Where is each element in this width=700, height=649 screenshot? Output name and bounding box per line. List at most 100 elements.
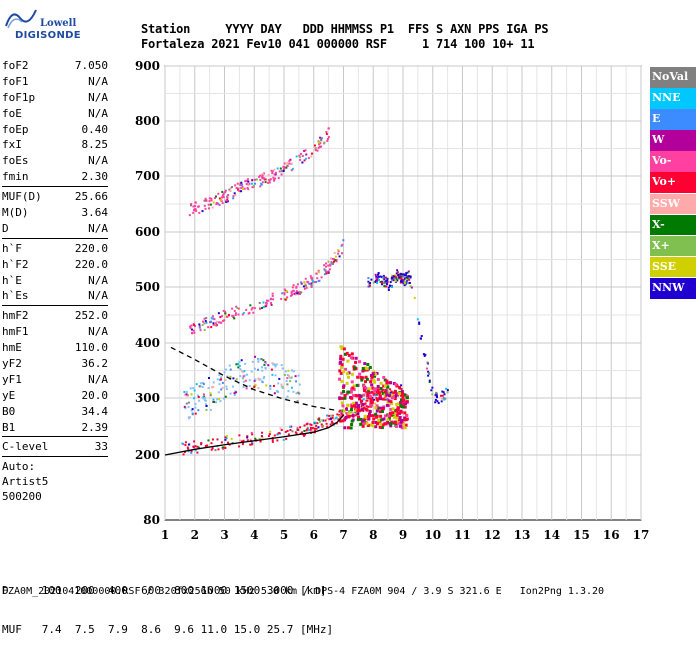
trace-point bbox=[364, 415, 368, 419]
trace-point bbox=[377, 273, 380, 276]
trace-point bbox=[330, 417, 333, 420]
trace-point bbox=[269, 178, 272, 181]
trace-point bbox=[357, 412, 360, 415]
trace-point bbox=[340, 366, 344, 370]
trace-point bbox=[375, 390, 379, 394]
trace-point bbox=[280, 364, 283, 367]
trace-point bbox=[243, 187, 246, 190]
trace-point bbox=[192, 446, 195, 449]
trace-point bbox=[249, 304, 252, 307]
trace-point bbox=[250, 443, 253, 446]
trace-point bbox=[229, 375, 232, 378]
trace-point bbox=[201, 210, 204, 213]
trace-point bbox=[262, 306, 265, 309]
dashed-profile-line bbox=[170, 346, 338, 412]
trace-point bbox=[286, 164, 289, 167]
trace-point bbox=[287, 374, 290, 377]
trace-point bbox=[425, 367, 428, 370]
trace-point bbox=[399, 398, 403, 402]
trace-point bbox=[221, 315, 224, 318]
trace-point bbox=[298, 154, 301, 157]
trace-point bbox=[207, 386, 210, 389]
trace-point bbox=[184, 444, 187, 447]
auto-line1: Auto: bbox=[2, 460, 36, 474]
trace-point bbox=[224, 438, 227, 441]
trace-point bbox=[185, 393, 188, 396]
trace-point bbox=[428, 372, 431, 375]
trace-point bbox=[378, 425, 382, 429]
trace-point bbox=[283, 292, 286, 295]
trace-point bbox=[247, 184, 250, 187]
trace-point bbox=[358, 397, 362, 401]
trace-point bbox=[260, 358, 263, 361]
param-label: B1 bbox=[2, 420, 16, 434]
trace-point bbox=[186, 394, 189, 397]
trace-point bbox=[223, 371, 226, 374]
trace-point bbox=[217, 448, 220, 451]
trace-point bbox=[205, 317, 208, 320]
trace-point bbox=[318, 146, 321, 149]
trace-point bbox=[302, 433, 305, 436]
x-tick-label: 12 bbox=[484, 528, 501, 542]
trace-point bbox=[204, 197, 207, 200]
trace-point bbox=[295, 285, 298, 288]
x-tick-label: 2 bbox=[191, 528, 199, 542]
ionogram-chart: 1 2 3 4 5 6 7 8 9 10 11 12 13 14 15 16 17802003004005006… bbox=[135, 59, 649, 542]
trace-point bbox=[234, 312, 237, 315]
trace-point bbox=[207, 326, 210, 329]
trace-point bbox=[327, 136, 330, 139]
trace-point bbox=[334, 255, 337, 258]
trace-point bbox=[377, 272, 380, 275]
trace-point bbox=[376, 406, 380, 410]
trace-point bbox=[261, 431, 264, 434]
trace-point bbox=[257, 360, 260, 363]
trace-point bbox=[285, 290, 288, 293]
trace-point bbox=[229, 190, 232, 193]
trace-point bbox=[344, 407, 348, 411]
trace-point bbox=[376, 276, 379, 279]
trace-point bbox=[222, 319, 225, 322]
trace-point bbox=[365, 422, 369, 426]
trace-point bbox=[189, 204, 192, 207]
trace-point bbox=[309, 428, 312, 431]
trace-point bbox=[356, 418, 360, 422]
trace-point bbox=[250, 431, 253, 434]
trace-point bbox=[386, 385, 390, 389]
trace-point bbox=[268, 433, 271, 436]
trace-point bbox=[235, 363, 238, 366]
trace-point bbox=[220, 388, 223, 391]
trace-point bbox=[210, 316, 213, 319]
trace-point bbox=[265, 362, 268, 365]
trace-point bbox=[366, 423, 370, 427]
param-value: 2.39 bbox=[81, 420, 109, 434]
trace-point bbox=[291, 167, 294, 170]
trace-point bbox=[354, 414, 357, 417]
trace-point bbox=[261, 369, 264, 372]
x-tick-label: 8 bbox=[369, 528, 377, 542]
y-tick-label: 900 bbox=[135, 59, 160, 73]
trace-point bbox=[390, 285, 393, 288]
trace-point bbox=[392, 415, 396, 419]
trace-point bbox=[331, 421, 334, 424]
trace-point bbox=[367, 282, 370, 285]
trace-point bbox=[390, 277, 393, 280]
trace-point bbox=[267, 181, 270, 184]
trace-point bbox=[204, 403, 207, 406]
legend: NoVal NNE E W Vo- Vo+ SSW X- X+ SSE NNW bbox=[650, 67, 696, 299]
trace-point bbox=[440, 400, 443, 403]
trace-point bbox=[245, 308, 248, 311]
trace-point bbox=[446, 391, 449, 394]
trace-point bbox=[281, 387, 284, 390]
trace-point bbox=[326, 425, 329, 428]
trace-point bbox=[235, 391, 238, 394]
trace-point bbox=[263, 375, 266, 378]
trace-point bbox=[385, 285, 388, 288]
trace-point bbox=[394, 422, 398, 426]
trace-point bbox=[347, 412, 351, 416]
param-row: foF1p N/A bbox=[2, 90, 108, 106]
trace-point bbox=[379, 381, 383, 385]
trace-point bbox=[307, 281, 310, 284]
trace-point bbox=[251, 179, 254, 182]
trace-point bbox=[203, 322, 206, 325]
trace-point bbox=[400, 404, 404, 408]
